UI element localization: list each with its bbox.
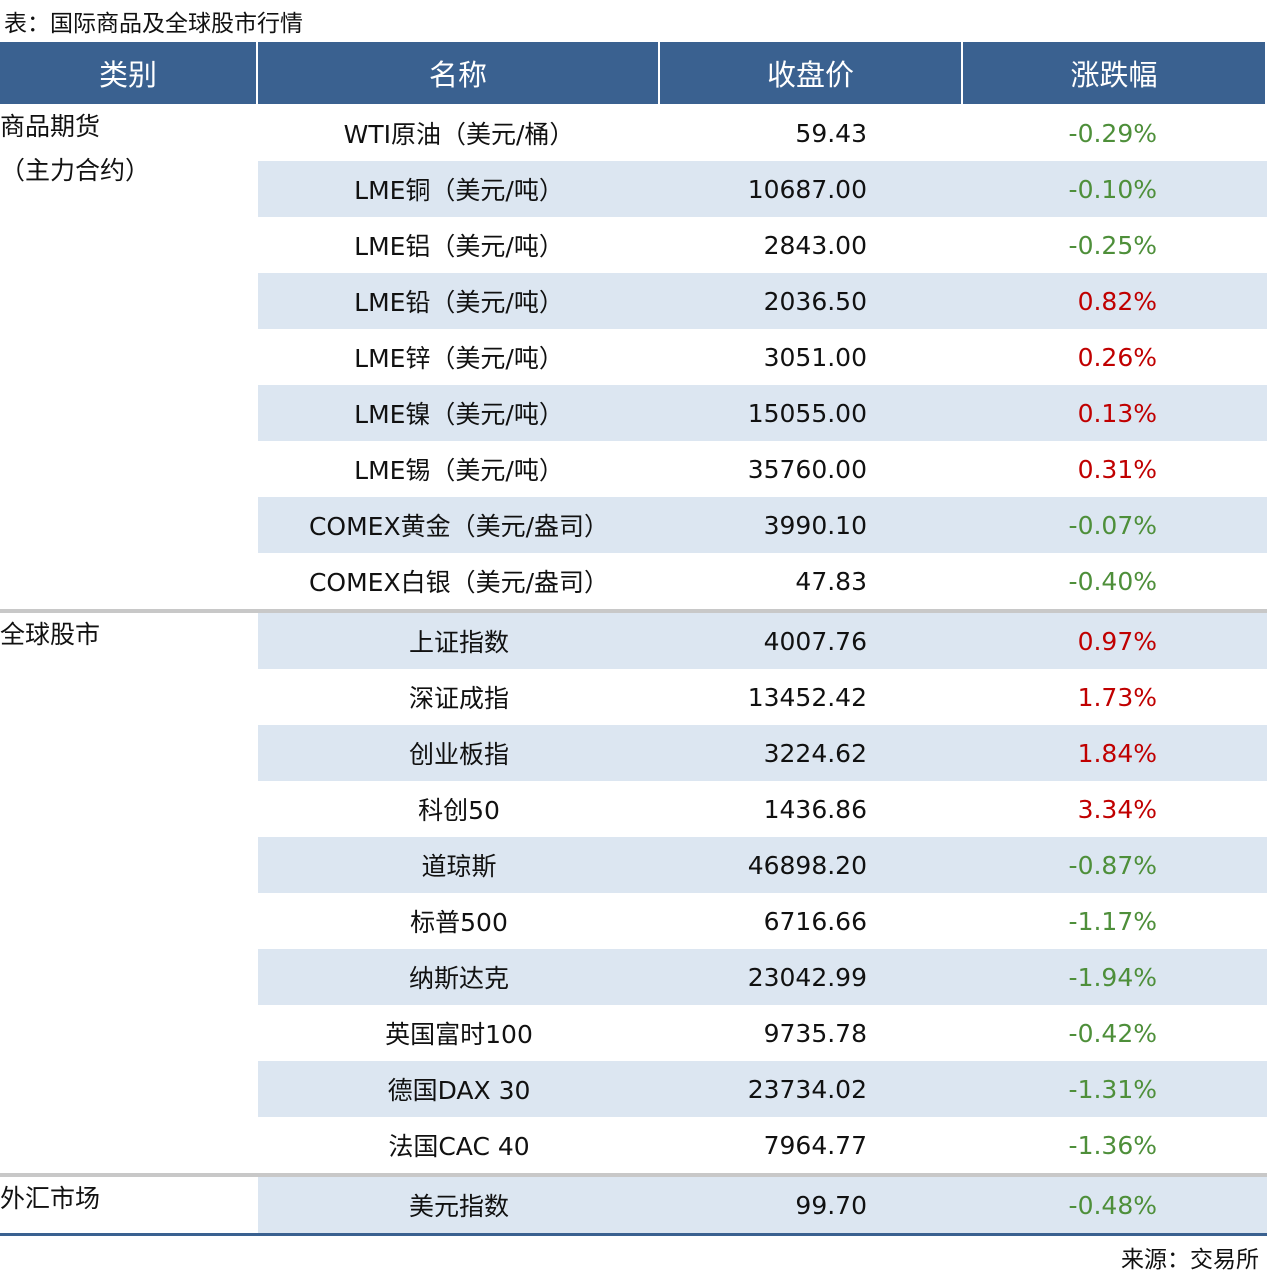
change-cell: 0.26% xyxy=(1077,342,1157,372)
row-background xyxy=(258,1005,1267,1061)
change-cell: 1.84% xyxy=(1077,738,1157,768)
change-cell: -0.10% xyxy=(1068,174,1157,204)
close-cell: 47.83 xyxy=(795,566,867,596)
name-cell: 上证指数 xyxy=(408,628,509,657)
change-cell: -1.94% xyxy=(1068,962,1157,992)
row-background xyxy=(258,497,1267,553)
change-cell: 0.13% xyxy=(1077,398,1157,428)
change-cell: 0.97% xyxy=(1077,626,1157,656)
name-cell: 创业板指 xyxy=(408,740,509,769)
name-cell: 科创50 xyxy=(418,796,500,825)
column-header: 名称 xyxy=(258,42,660,104)
category-text: 全球股市 xyxy=(0,620,101,649)
name-cell: 纳斯达克 xyxy=(408,964,509,993)
row-background xyxy=(258,949,1267,1005)
close-cell: 6716.66 xyxy=(763,906,867,936)
column-header: 收盘价 xyxy=(660,42,963,104)
category-text: （主力合约） xyxy=(0,156,151,185)
close-cell: 2843.00 xyxy=(763,230,867,260)
close-cell: 13452.42 xyxy=(747,682,867,712)
change-cell: -0.40% xyxy=(1068,566,1157,596)
name-cell: 标普500 xyxy=(410,908,508,937)
change-cell: 0.82% xyxy=(1077,286,1157,316)
row-background xyxy=(258,1061,1267,1117)
name-cell: 法国CAC 40 xyxy=(388,1132,530,1161)
close-cell: 3990.10 xyxy=(763,510,867,540)
close-cell: 23734.02 xyxy=(747,1074,867,1104)
name-cell: 深证成指 xyxy=(408,684,509,713)
change-cell: -0.07% xyxy=(1068,510,1157,540)
row-background xyxy=(258,105,1267,161)
row-background xyxy=(258,217,1267,273)
close-cell: 9735.78 xyxy=(763,1018,867,1048)
category-cell: 外汇市场 xyxy=(0,1177,258,1233)
close-cell: 10687.00 xyxy=(747,174,867,204)
table-title: 表：国际商品及全球股市行情 xyxy=(4,11,303,37)
group-separator xyxy=(0,609,1267,613)
row-background xyxy=(258,893,1267,949)
close-cell: 3224.62 xyxy=(763,738,867,768)
column-header: 类别 xyxy=(0,42,258,104)
source-note: 来源：交易所 xyxy=(1121,1247,1259,1273)
row-background xyxy=(258,781,1267,837)
bottom-border xyxy=(0,1233,1267,1236)
close-cell: 1436.86 xyxy=(763,794,867,824)
close-cell: 46898.20 xyxy=(747,850,867,880)
change-cell: -0.25% xyxy=(1068,230,1157,260)
name-cell: LME锡（美元/吨） xyxy=(354,456,564,485)
change-cell: 1.73% xyxy=(1077,682,1157,712)
row-background xyxy=(258,161,1267,217)
row-background xyxy=(258,441,1267,497)
change-cell: -1.31% xyxy=(1068,1074,1157,1104)
close-cell: 35760.00 xyxy=(747,454,867,484)
row-background xyxy=(258,273,1267,329)
row-background xyxy=(258,1177,1267,1233)
name-cell: WTI原油（美元/桶） xyxy=(343,120,575,149)
name-cell: 英国富时100 xyxy=(385,1020,533,1049)
close-cell: 15055.00 xyxy=(747,398,867,428)
name-cell: LME铜（美元/吨） xyxy=(354,176,564,205)
name-cell: 德国DAX 30 xyxy=(387,1076,531,1105)
category-text: 商品期货 xyxy=(0,112,101,141)
row-background xyxy=(258,613,1267,669)
row-background xyxy=(258,385,1267,441)
close-cell: 2036.50 xyxy=(763,286,867,316)
name-cell: LME锌（美元/吨） xyxy=(354,344,564,373)
category-cell: 商品期货 （主力合约） xyxy=(0,105,258,609)
close-cell: 3051.00 xyxy=(763,342,867,372)
change-cell: -0.87% xyxy=(1068,850,1157,880)
row-background xyxy=(258,553,1267,609)
close-cell: 4007.76 xyxy=(763,626,867,656)
category-text: 外汇市场 xyxy=(0,1184,101,1213)
change-cell: -0.29% xyxy=(1068,118,1157,148)
name-cell: 道琼斯 xyxy=(421,852,497,881)
change-cell: -0.48% xyxy=(1068,1190,1157,1220)
name-cell: LME铝（美元/吨） xyxy=(354,232,564,261)
row-background xyxy=(258,669,1267,725)
row-background xyxy=(258,1117,1267,1173)
row-background xyxy=(258,725,1267,781)
change-cell: 0.31% xyxy=(1077,454,1157,484)
name-cell: LME镍（美元/吨） xyxy=(354,400,564,429)
name-cell: COMEX黄金（美元/盎司） xyxy=(308,512,610,541)
row-background xyxy=(258,329,1267,385)
column-header: 涨跌幅 xyxy=(963,42,1267,104)
row-background xyxy=(258,837,1267,893)
change-cell: -0.42% xyxy=(1068,1018,1157,1048)
change-cell: -1.36% xyxy=(1068,1130,1157,1160)
change-cell: 3.34% xyxy=(1077,794,1157,824)
name-cell: 美元指数 xyxy=(408,1192,509,1221)
close-cell: 59.43 xyxy=(795,118,867,148)
close-cell: 7964.77 xyxy=(763,1130,867,1160)
close-cell: 99.70 xyxy=(795,1190,867,1220)
name-cell: COMEX白银（美元/盎司） xyxy=(308,568,610,597)
close-cell: 23042.99 xyxy=(747,962,867,992)
group-separator xyxy=(0,1173,1267,1177)
name-cell: LME铅（美元/吨） xyxy=(354,288,564,317)
change-cell: -1.17% xyxy=(1068,906,1157,936)
category-cell: 全球股市 xyxy=(0,613,258,1173)
